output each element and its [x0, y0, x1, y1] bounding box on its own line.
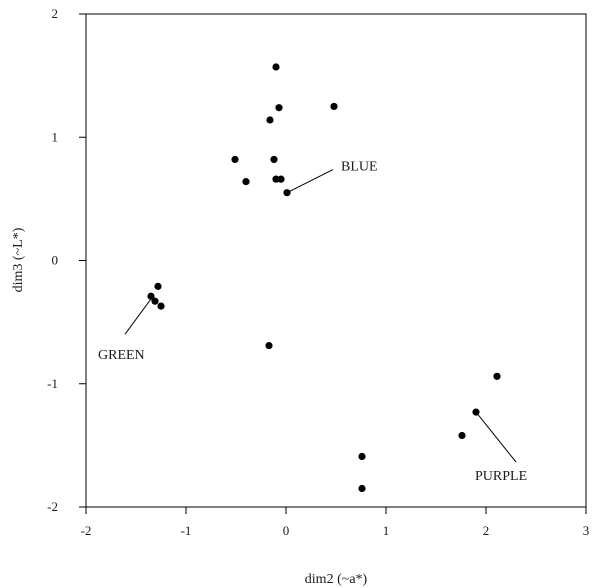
- annotation-label: PURPLE: [475, 469, 527, 484]
- data-point: [157, 302, 165, 310]
- y-tick-label: 2: [52, 6, 59, 21]
- data-points: [147, 63, 501, 493]
- x-tick-labels: -2 -1 0 1 2 3: [81, 523, 590, 538]
- data-point: [472, 408, 480, 416]
- data-point: [275, 104, 283, 112]
- data-point: [277, 175, 285, 183]
- data-point: [272, 175, 280, 183]
- annotation-leaders: [124, 169, 517, 463]
- y-axis-label: dim3 (~L*): [11, 227, 26, 292]
- plot-frame: [85, 13, 587, 508]
- data-point: [270, 155, 278, 164]
- x-tick-label: 2: [483, 523, 490, 538]
- x-tick-label: 3: [583, 523, 590, 538]
- data-point: [358, 484, 366, 493]
- x-tick-label: -1: [181, 523, 192, 538]
- data-point: [242, 178, 250, 186]
- data-point: [154, 282, 162, 290]
- data-point: [265, 341, 273, 350]
- annotation-label: GREEN: [98, 348, 145, 363]
- annotation-leader-line: [286, 169, 334, 194]
- x-axis-label: dim2 (~a*): [305, 572, 368, 587]
- annotation-leader-line: [124, 295, 154, 335]
- data-point: [272, 63, 280, 71]
- annotation-leader-line: [475, 411, 517, 463]
- y-tick-label: 0: [52, 253, 59, 268]
- x-tick-label: 0: [283, 523, 290, 538]
- y-tick-labels: -2 -1 0 1 2: [47, 6, 58, 514]
- data-point: [493, 372, 501, 380]
- x-tick-label: 1: [383, 523, 390, 538]
- data-point: [283, 189, 291, 197]
- x-tick-label: -2: [81, 523, 92, 538]
- data-point: [147, 292, 155, 300]
- data-point: [358, 452, 366, 461]
- annotation-labels: BLUE GREEN PURPLE: [98, 160, 527, 484]
- tick-marks: [79, 13, 587, 514]
- y-tick-label: 1: [52, 129, 59, 144]
- y-tick-label: -2: [47, 499, 58, 514]
- data-point: [231, 155, 239, 164]
- y-tick-label: -1: [47, 376, 58, 391]
- data-point: [330, 102, 338, 111]
- data-point: [458, 431, 466, 440]
- annotation-label: BLUE: [341, 160, 378, 175]
- data-point: [266, 116, 274, 124]
- data-point: [151, 297, 159, 305]
